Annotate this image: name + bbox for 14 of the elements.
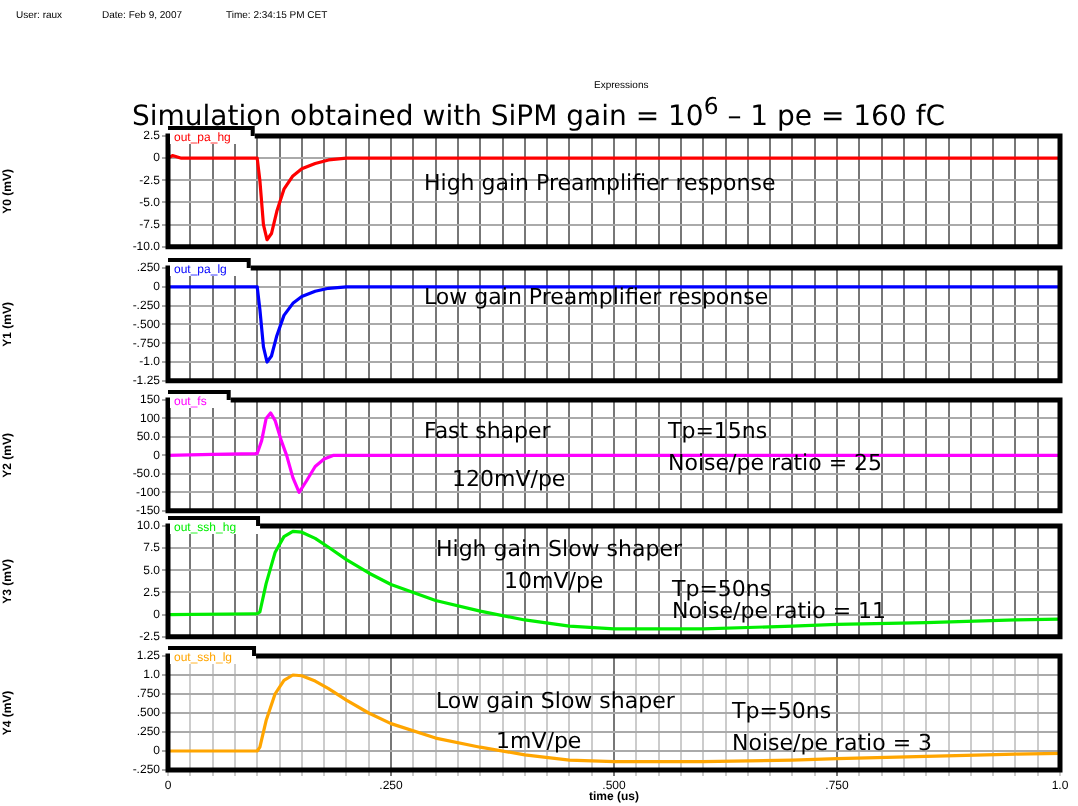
annotation: Fast shaper: [424, 418, 551, 444]
annotation: Tp=15ns: [668, 418, 768, 444]
annotation: Tp=50ns: [732, 698, 832, 724]
annotation: High gain Slow shaper: [436, 536, 683, 562]
annotation: 120mV/pe: [452, 466, 566, 492]
annotation: Low gain Preamplifier response: [424, 284, 769, 310]
annotation: 10mV/pe: [504, 568, 604, 594]
annotation: 1mV/pe: [496, 728, 582, 754]
annotation: Noise/pe ratio = 3: [732, 730, 933, 756]
annotation: Tp=50ns: [672, 576, 772, 602]
annotation: Noise/pe ratio = 11: [672, 598, 887, 624]
annotation: Noise/pe ratio = 25: [668, 450, 883, 476]
annotation: High gain Preamplifier response: [424, 170, 776, 196]
annotation: Low gain Slow shaper: [436, 688, 675, 714]
